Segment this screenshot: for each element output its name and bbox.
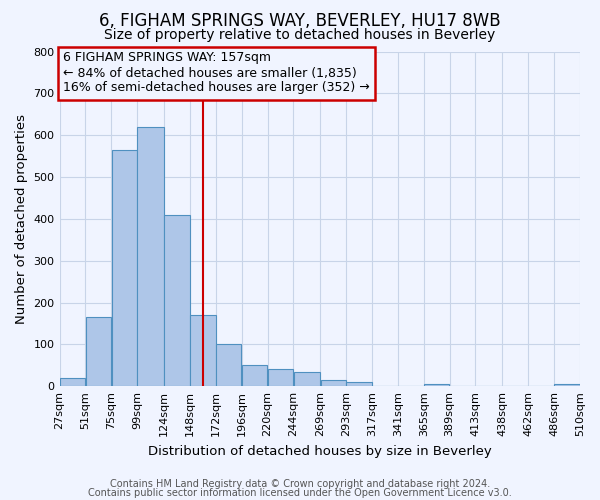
Bar <box>424 384 449 386</box>
Text: 6, FIGHAM SPRINGS WAY, BEVERLEY, HU17 8WB: 6, FIGHAM SPRINGS WAY, BEVERLEY, HU17 8W… <box>99 12 501 30</box>
Text: Size of property relative to detached houses in Beverley: Size of property relative to detached ho… <box>104 28 496 42</box>
Bar <box>242 366 267 386</box>
Bar <box>293 372 320 386</box>
Bar <box>216 344 241 386</box>
Bar <box>190 315 215 386</box>
Text: Contains public sector information licensed under the Open Government Licence v3: Contains public sector information licen… <box>88 488 512 498</box>
Bar <box>346 382 372 386</box>
Text: 6 FIGHAM SPRINGS WAY: 157sqm
← 84% of detached houses are smaller (1,835)
16% of: 6 FIGHAM SPRINGS WAY: 157sqm ← 84% of de… <box>63 52 370 94</box>
Text: Contains HM Land Registry data © Crown copyright and database right 2024.: Contains HM Land Registry data © Crown c… <box>110 479 490 489</box>
Bar <box>164 214 190 386</box>
Bar <box>268 370 293 386</box>
Bar <box>60 378 85 386</box>
Y-axis label: Number of detached properties: Number of detached properties <box>15 114 28 324</box>
Bar <box>320 380 346 386</box>
Bar <box>554 384 580 386</box>
Bar <box>112 150 137 386</box>
Bar <box>86 317 111 386</box>
X-axis label: Distribution of detached houses by size in Beverley: Distribution of detached houses by size … <box>148 444 491 458</box>
Bar <box>137 127 164 386</box>
